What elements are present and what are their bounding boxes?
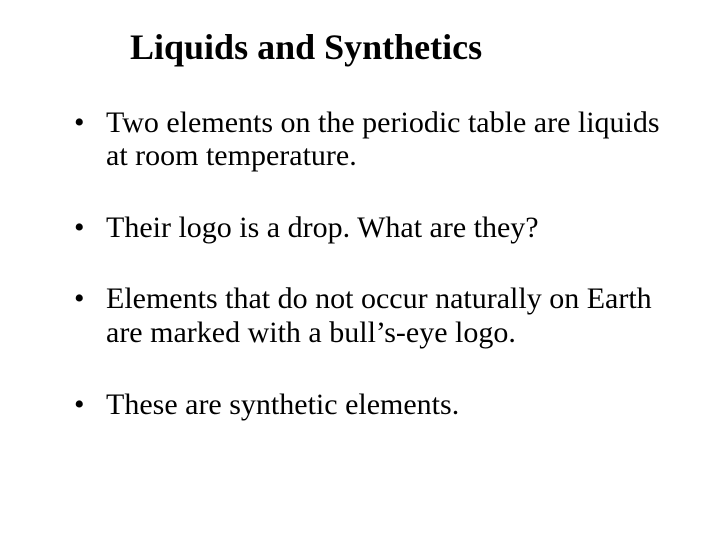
slide-title: Liquids and Synthetics bbox=[130, 28, 660, 68]
bullet-item: Elements that do not occur naturally on … bbox=[74, 282, 660, 349]
bullet-item: Their logo is a drop. What are they? bbox=[74, 211, 660, 245]
bullet-item: Two elements on the periodic table are l… bbox=[74, 106, 660, 173]
slide: Liquids and Synthetics Two elements on t… bbox=[0, 0, 720, 540]
bullet-list: Two elements on the periodic table are l… bbox=[60, 106, 660, 422]
bullet-item: These are synthetic elements. bbox=[74, 388, 660, 422]
